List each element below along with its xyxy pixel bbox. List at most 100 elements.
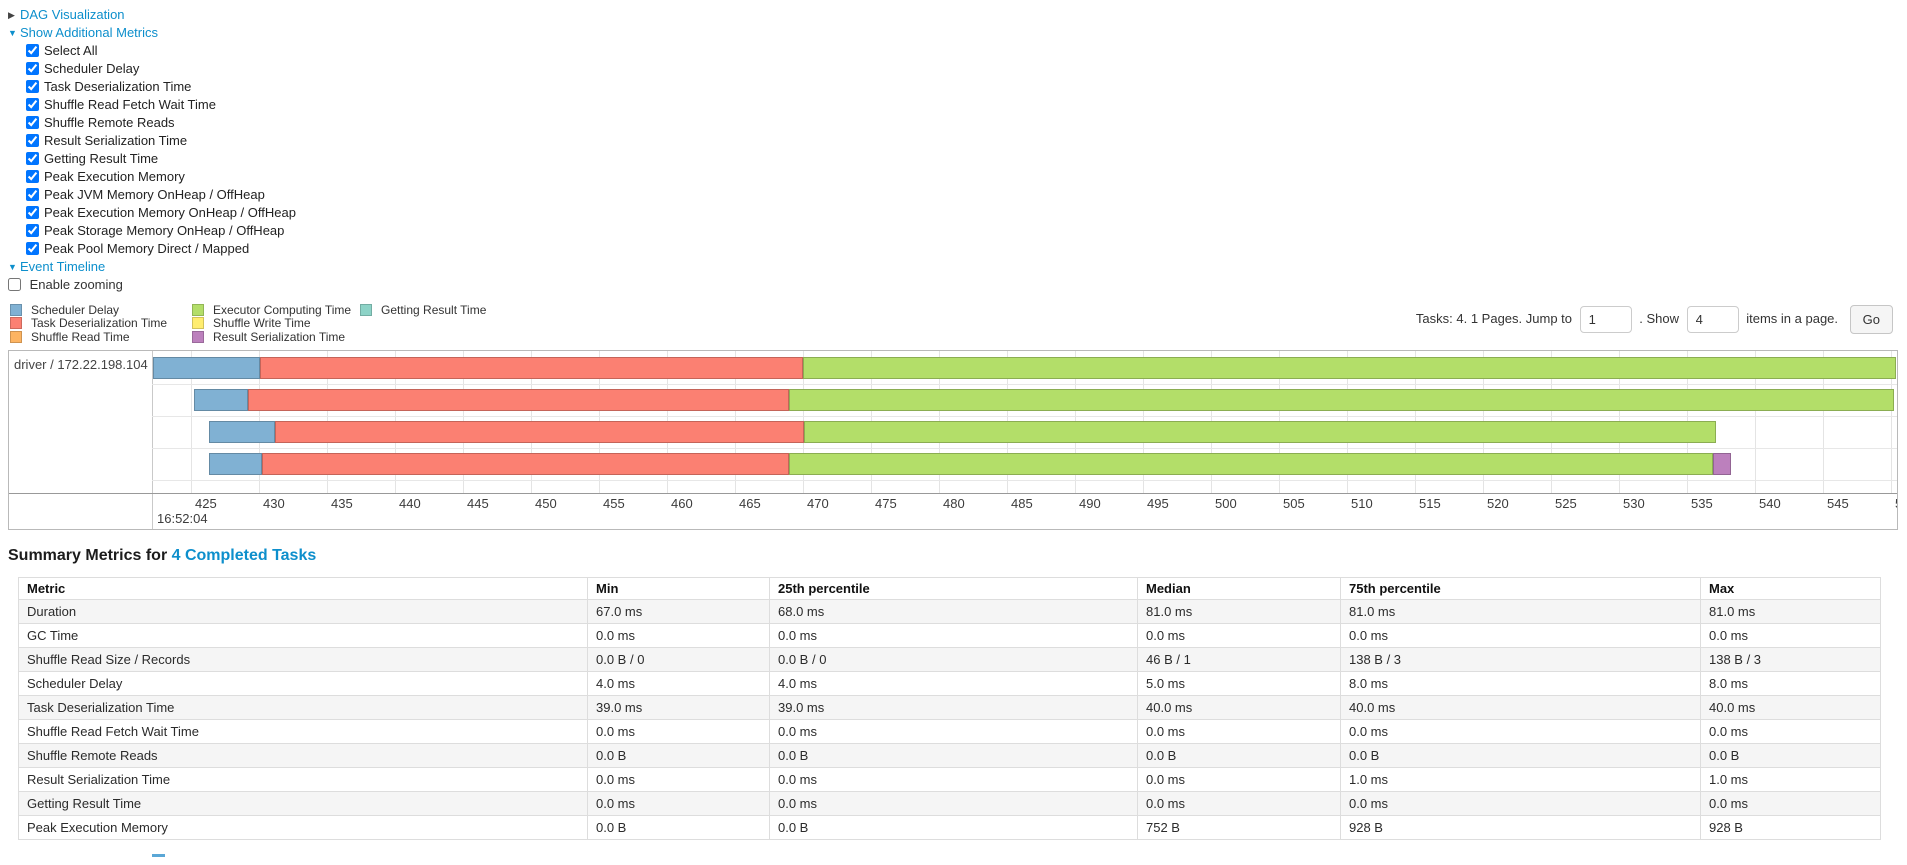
enable-zooming-row[interactable]: Enable zooming: [8, 277, 123, 292]
executor-group-label: driver / 172.22.198.104: [14, 357, 148, 372]
metric-name-cell: Shuffle Read Size / Records: [18, 647, 588, 672]
metric-value-cell: 0.0 B: [769, 743, 1138, 768]
show-additional-metrics-toggle[interactable]: ▼ Show Additional Metrics: [8, 24, 1899, 42]
legend-item-result-serialization-time: Result Serialization Time: [192, 330, 345, 344]
scheduler-delay-bar-segment[interactable]: [208, 421, 276, 443]
summary-metrics-heading: Summary Metrics for 4 Completed Tasks: [8, 546, 1899, 566]
checkbox[interactable]: [26, 152, 39, 165]
checkbox[interactable]: [26, 206, 39, 219]
metric-value-cell: 46 B / 1: [1137, 647, 1341, 672]
checkbox[interactable]: [26, 44, 39, 57]
checkbox[interactable]: [26, 62, 39, 75]
metric-checkbox-result-serialization-time[interactable]: Result Serialization Time: [26, 132, 1899, 150]
event-timeline-link[interactable]: Event Timeline: [20, 259, 106, 274]
scheduler-delay-bar-segment[interactable]: [193, 389, 249, 411]
metric-value-cell: 0.0 ms: [1340, 791, 1701, 816]
metric-checkbox-scheduler-delay[interactable]: Scheduler Delay: [26, 60, 1899, 78]
result-serialization-time-swatch-icon: [192, 330, 204, 343]
checkbox[interactable]: [26, 98, 39, 111]
scheduler-delay-swatch-icon: [10, 304, 22, 316]
enable-zooming-checkbox[interactable]: [8, 278, 21, 291]
tick-label: 455: [603, 496, 625, 511]
metric-checkbox-select-all[interactable]: Select All: [26, 42, 1899, 60]
dag-visualization-toggle[interactable]: ▶ DAG Visualization: [8, 6, 1899, 24]
metric-value-cell: 40.0 ms: [1137, 695, 1341, 720]
checkbox-label: Shuffle Remote Reads: [44, 115, 175, 130]
executor-computing-time-bar-segment[interactable]: [789, 389, 1894, 411]
metric-value-cell: 0.0 ms: [1700, 719, 1881, 744]
collapsed-arrow-icon: ▶: [8, 10, 15, 20]
additional-metrics-list: Select All Scheduler Delay Task Deserializ…: [26, 42, 1899, 258]
executor-computing-time-bar-segment[interactable]: [789, 453, 1713, 475]
metric-checkbox-peak-pool-memory-direct-mapped[interactable]: Peak Pool Memory Direct / Mapped: [26, 240, 1899, 258]
row-separator: [152, 384, 1897, 385]
metric-value-cell: 0.0 B: [587, 815, 770, 840]
legend-column: Executor Computing Time Shuffle Write Tim…: [192, 303, 351, 344]
checkbox-label: Scheduler Delay: [44, 61, 140, 76]
metric-value-cell: 40.0 ms: [1700, 695, 1881, 720]
legend-column: Getting Result Time: [360, 303, 486, 344]
table-row-shuffle-remote-reads: Shuffle Remote Reads 0.0 B 0.0 B 0.0 B 0.0 B…: [18, 743, 1881, 768]
metric-checkbox-getting-result-time[interactable]: Getting Result Time: [26, 150, 1899, 168]
checkbox[interactable]: [26, 188, 39, 201]
table-row-task-deserialization-time: Task Deserialization Time 39.0 ms 39.0 ms 4…: [18, 695, 1881, 720]
checkbox[interactable]: [26, 242, 39, 255]
go-button[interactable]: Go: [1849, 305, 1893, 335]
metric-checkbox-task-deserialization-time[interactable]: Task Deserialization Time: [26, 78, 1899, 96]
metric-value-cell: 0.0 ms: [769, 767, 1138, 792]
task-deserialization-time-bar-segment[interactable]: [261, 453, 790, 475]
metric-value-cell: 4.0 ms: [769, 671, 1138, 696]
metric-value-cell: 0.0 ms: [1700, 791, 1881, 816]
executor-computing-time-bar-segment[interactable]: [804, 421, 1716, 443]
metric-value-cell: 0.0 B: [1137, 743, 1341, 768]
task-deserialization-time-bar-segment[interactable]: [275, 421, 805, 443]
table-row-shuffle-read-fetch-wait-time: Shuffle Read Fetch Wait Time 0.0 ms 0.0 ms…: [18, 719, 1881, 744]
task-deserialization-time-bar-segment[interactable]: [248, 389, 790, 411]
scheduler-delay-bar-segment[interactable]: [208, 453, 262, 475]
metric-checkbox-peak-execution-memory[interactable]: Peak Execution Memory: [26, 168, 1899, 186]
legend-item-scheduler-delay: Scheduler Delay: [10, 303, 174, 317]
scheduler-delay-bar-segment[interactable]: [152, 357, 261, 379]
table-row-gc-time: GC Time 0.0 ms 0.0 ms 0.0 ms 0.0 ms 0.0 ms: [18, 623, 1881, 648]
checkbox[interactable]: [26, 134, 39, 147]
task-deserialization-time-bar-segment[interactable]: [260, 357, 803, 379]
metric-checkbox-shuffle-remote-reads[interactable]: Shuffle Remote Reads: [26, 114, 1899, 132]
show-additional-metrics-link[interactable]: Show Additional Metrics: [20, 25, 159, 40]
executor-computing-time-bar-segment[interactable]: [803, 357, 1896, 379]
checkbox[interactable]: [26, 224, 39, 237]
metric-name-cell: GC Time: [18, 623, 588, 648]
metric-name-cell: Duration: [18, 599, 588, 624]
items-per-page-input[interactable]: [1686, 306, 1739, 334]
event-timeline-toggle[interactable]: ▼ Event Timeline: [8, 258, 1899, 276]
completed-tasks-link[interactable]: 4 Completed Tasks: [171, 547, 317, 564]
metric-name-cell: Task Deserialization Time: [18, 695, 588, 720]
metric-value-cell: 752 B: [1137, 815, 1341, 840]
legend-item-task-deserialization-time: Task Deserialization Time: [10, 317, 174, 330]
checkbox-label: Peak JVM Memory OnHeap / OffHeap: [44, 187, 265, 202]
tick-label: 435: [331, 496, 353, 511]
checkbox[interactable]: [26, 80, 39, 93]
tick-label: 550: [1895, 496, 1897, 511]
metric-value-cell: 81.0 ms: [1137, 599, 1341, 624]
expanded-arrow-icon: ▼: [8, 28, 17, 38]
enable-zooming-label: Enable zooming: [29, 277, 123, 292]
metric-value-cell: 8.0 ms: [1340, 671, 1701, 696]
metric-value-cell: 0.0 B / 0: [769, 647, 1138, 672]
metric-value-cell: 40.0 ms: [1340, 695, 1701, 720]
metric-checkbox-peak-storage-memory-onheap-offheap[interactable]: Peak Storage Memory OnHeap / OffHeap: [26, 222, 1899, 240]
checkbox[interactable]: [26, 170, 39, 183]
result-serialization-time-bar-segment[interactable]: [1712, 453, 1731, 475]
metric-checkbox-shuffle-read-fetch-wait-time[interactable]: Shuffle Read Fetch Wait Time: [26, 96, 1899, 114]
tick-label: 505: [1283, 496, 1305, 511]
table-body: Duration 67.0 ms 68.0 ms 81.0 ms 81.0 ms 81.0…: [18, 599, 1881, 840]
jump-to-page-input[interactable]: [1579, 306, 1632, 334]
metric-value-cell: 81.0 ms: [1340, 599, 1701, 624]
checkbox-label: Peak Execution Memory OnHeap / OffHeap: [44, 205, 296, 220]
checkbox[interactable]: [26, 116, 39, 129]
legend-item-getting-result-time: Getting Result Time: [360, 303, 486, 317]
metric-checkbox-peak-jvm-memory-onheap-offheap[interactable]: Peak JVM Memory OnHeap / OffHeap: [26, 186, 1899, 204]
metric-value-cell: 0.0 ms: [1137, 623, 1341, 648]
gridline: [191, 351, 192, 493]
dag-visualization-link[interactable]: DAG Visualization: [20, 7, 125, 22]
metric-checkbox-peak-execution-memory-onheap-offheap[interactable]: Peak Execution Memory OnHeap / OffHeap: [26, 204, 1899, 222]
